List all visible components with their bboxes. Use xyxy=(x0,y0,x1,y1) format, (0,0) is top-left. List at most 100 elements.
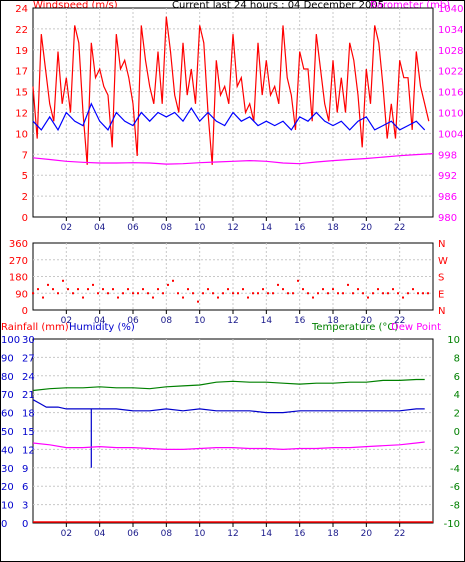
temperature-axis-title: Temperature (°C) xyxy=(312,322,399,333)
rainfall-tick-label: 12 xyxy=(22,445,35,456)
wind-direction-point xyxy=(237,292,239,295)
wind-direction-point xyxy=(127,288,129,291)
barometer-tick-label: 986 xyxy=(438,192,457,203)
wind-direction-point xyxy=(137,292,139,295)
temperature-tick-label: 4 xyxy=(454,390,460,401)
direction-degree-label: 180 xyxy=(9,273,28,284)
wind-direction-point xyxy=(47,283,49,286)
wind-direction-point xyxy=(322,288,324,291)
x-tick-label-3: 04 xyxy=(94,529,106,539)
rainfall-tick-label: 6 xyxy=(22,482,28,493)
wind-direction-point xyxy=(172,279,174,282)
rainfall-tick-label: 18 xyxy=(22,409,35,420)
x-tick-label-2: 04 xyxy=(94,316,106,326)
wind-direction-point xyxy=(67,288,69,291)
x-tick-label-2: 16 xyxy=(294,316,306,326)
wind-direction-point xyxy=(82,296,84,299)
wind-direction-point xyxy=(217,296,219,299)
wind-direction-point xyxy=(332,288,334,291)
dewpoint-axis-title: Dew Point xyxy=(391,322,442,333)
humidity-tick-label: 20 xyxy=(1,482,14,493)
rainfall-tick-label: 21 xyxy=(22,390,35,401)
humidity-tick-label: 80 xyxy=(1,372,14,383)
wind-direction-point xyxy=(192,292,194,295)
wind-direction-point xyxy=(357,288,359,291)
wind-direction-point xyxy=(107,292,109,295)
direction-degree-label: 0 xyxy=(22,306,28,317)
wind-direction-point xyxy=(277,283,279,286)
wind-direction-point xyxy=(42,296,44,299)
x-tick-label-2: 22 xyxy=(394,316,405,326)
wind-direction-point xyxy=(272,292,274,295)
humidity-tick-label: 70 xyxy=(1,390,14,401)
wind-direction-point xyxy=(32,292,34,295)
rainfall-tick-label: 0 xyxy=(22,519,28,530)
wind-direction-point xyxy=(382,292,384,295)
wind-direction-point xyxy=(267,292,269,295)
wind-direction-point xyxy=(212,292,214,295)
x-tick-label-3: 06 xyxy=(127,529,139,539)
wind-direction-point xyxy=(257,292,259,295)
wind-direction-point xyxy=(242,288,244,291)
wind-direction-point xyxy=(427,292,429,295)
wind-direction-point xyxy=(392,288,394,291)
barometer-line xyxy=(32,153,434,165)
x-tick-label-3: 20 xyxy=(361,529,373,539)
wind-direction-point xyxy=(367,296,369,299)
x-tick-label-1: 16 xyxy=(294,223,306,233)
barometer-axis-title: Barometer (mb) xyxy=(370,0,451,11)
direction-compass-label: N xyxy=(438,306,445,317)
windspeed-max-line xyxy=(32,16,430,165)
windspeed-tick-label: 0 xyxy=(22,213,28,224)
wind-direction-point xyxy=(397,292,399,295)
windspeed-tick-label: 22 xyxy=(15,25,28,36)
wind-direction-point xyxy=(37,288,39,291)
wind-direction-point xyxy=(282,288,284,291)
wind-direction-point xyxy=(402,296,404,299)
wind-direction-point xyxy=(292,292,294,295)
wind-direction-point xyxy=(302,288,304,291)
x-tick-label-2: 20 xyxy=(361,316,373,326)
humidity-tick-label: 50 xyxy=(1,427,14,438)
wind-direction-point xyxy=(187,288,189,291)
direction-degree-label: 90 xyxy=(15,289,28,300)
wind-direction-point xyxy=(222,292,224,295)
temperature-tick-label: -6 xyxy=(450,482,460,493)
wind-direction-point xyxy=(202,292,204,295)
wind-direction-point xyxy=(247,296,249,299)
wind-direction-point xyxy=(342,292,344,295)
windspeed-tick-label: 15 xyxy=(15,88,28,99)
x-tick-label-2: 06 xyxy=(127,316,139,326)
wind-direction-point xyxy=(347,283,349,286)
temperature-tick-label: -4 xyxy=(450,464,460,475)
wind-direction-point xyxy=(327,292,329,295)
windspeed-tick-label: 12 xyxy=(15,109,28,120)
x-tick-label-1: 04 xyxy=(94,223,106,233)
windspeed-axis-title: Windspeed (m/s) xyxy=(33,0,118,11)
wind-direction-point xyxy=(102,288,104,291)
barometer-tick-label: 998 xyxy=(438,150,457,161)
barometer-tick-label: 980 xyxy=(438,213,457,224)
barometer-tick-label: 992 xyxy=(438,171,457,182)
humidity-tick-label: 0 xyxy=(1,519,7,530)
x-tick-label-2: 14 xyxy=(261,316,273,326)
temperature-tick-label: 2 xyxy=(454,409,460,420)
wind-direction-point xyxy=(72,292,74,295)
rainfall-tick-label: 3 xyxy=(22,501,28,512)
temperature-tick-label: 10 xyxy=(447,335,460,346)
rainfall-tick-label: 15 xyxy=(22,427,35,438)
rainfall-tick-label: 30 xyxy=(22,335,35,346)
wind-direction-point xyxy=(122,292,124,295)
wind-direction-point xyxy=(337,292,339,295)
temperature-tick-label: -2 xyxy=(450,445,460,456)
barometer-tick-label: 1028 xyxy=(438,46,463,57)
rainfall-tick-label: 24 xyxy=(22,372,35,383)
x-tick-label-3: 18 xyxy=(327,529,339,539)
wind-direction-point xyxy=(162,292,164,295)
x-tick-label-3: 22 xyxy=(394,529,405,539)
x-tick-label-1: 22 xyxy=(394,223,405,233)
windspeed-tick-label: 5 xyxy=(22,171,28,182)
x-tick-label-3: 08 xyxy=(161,529,173,539)
windspeed-tick-label: 7 xyxy=(22,150,28,161)
